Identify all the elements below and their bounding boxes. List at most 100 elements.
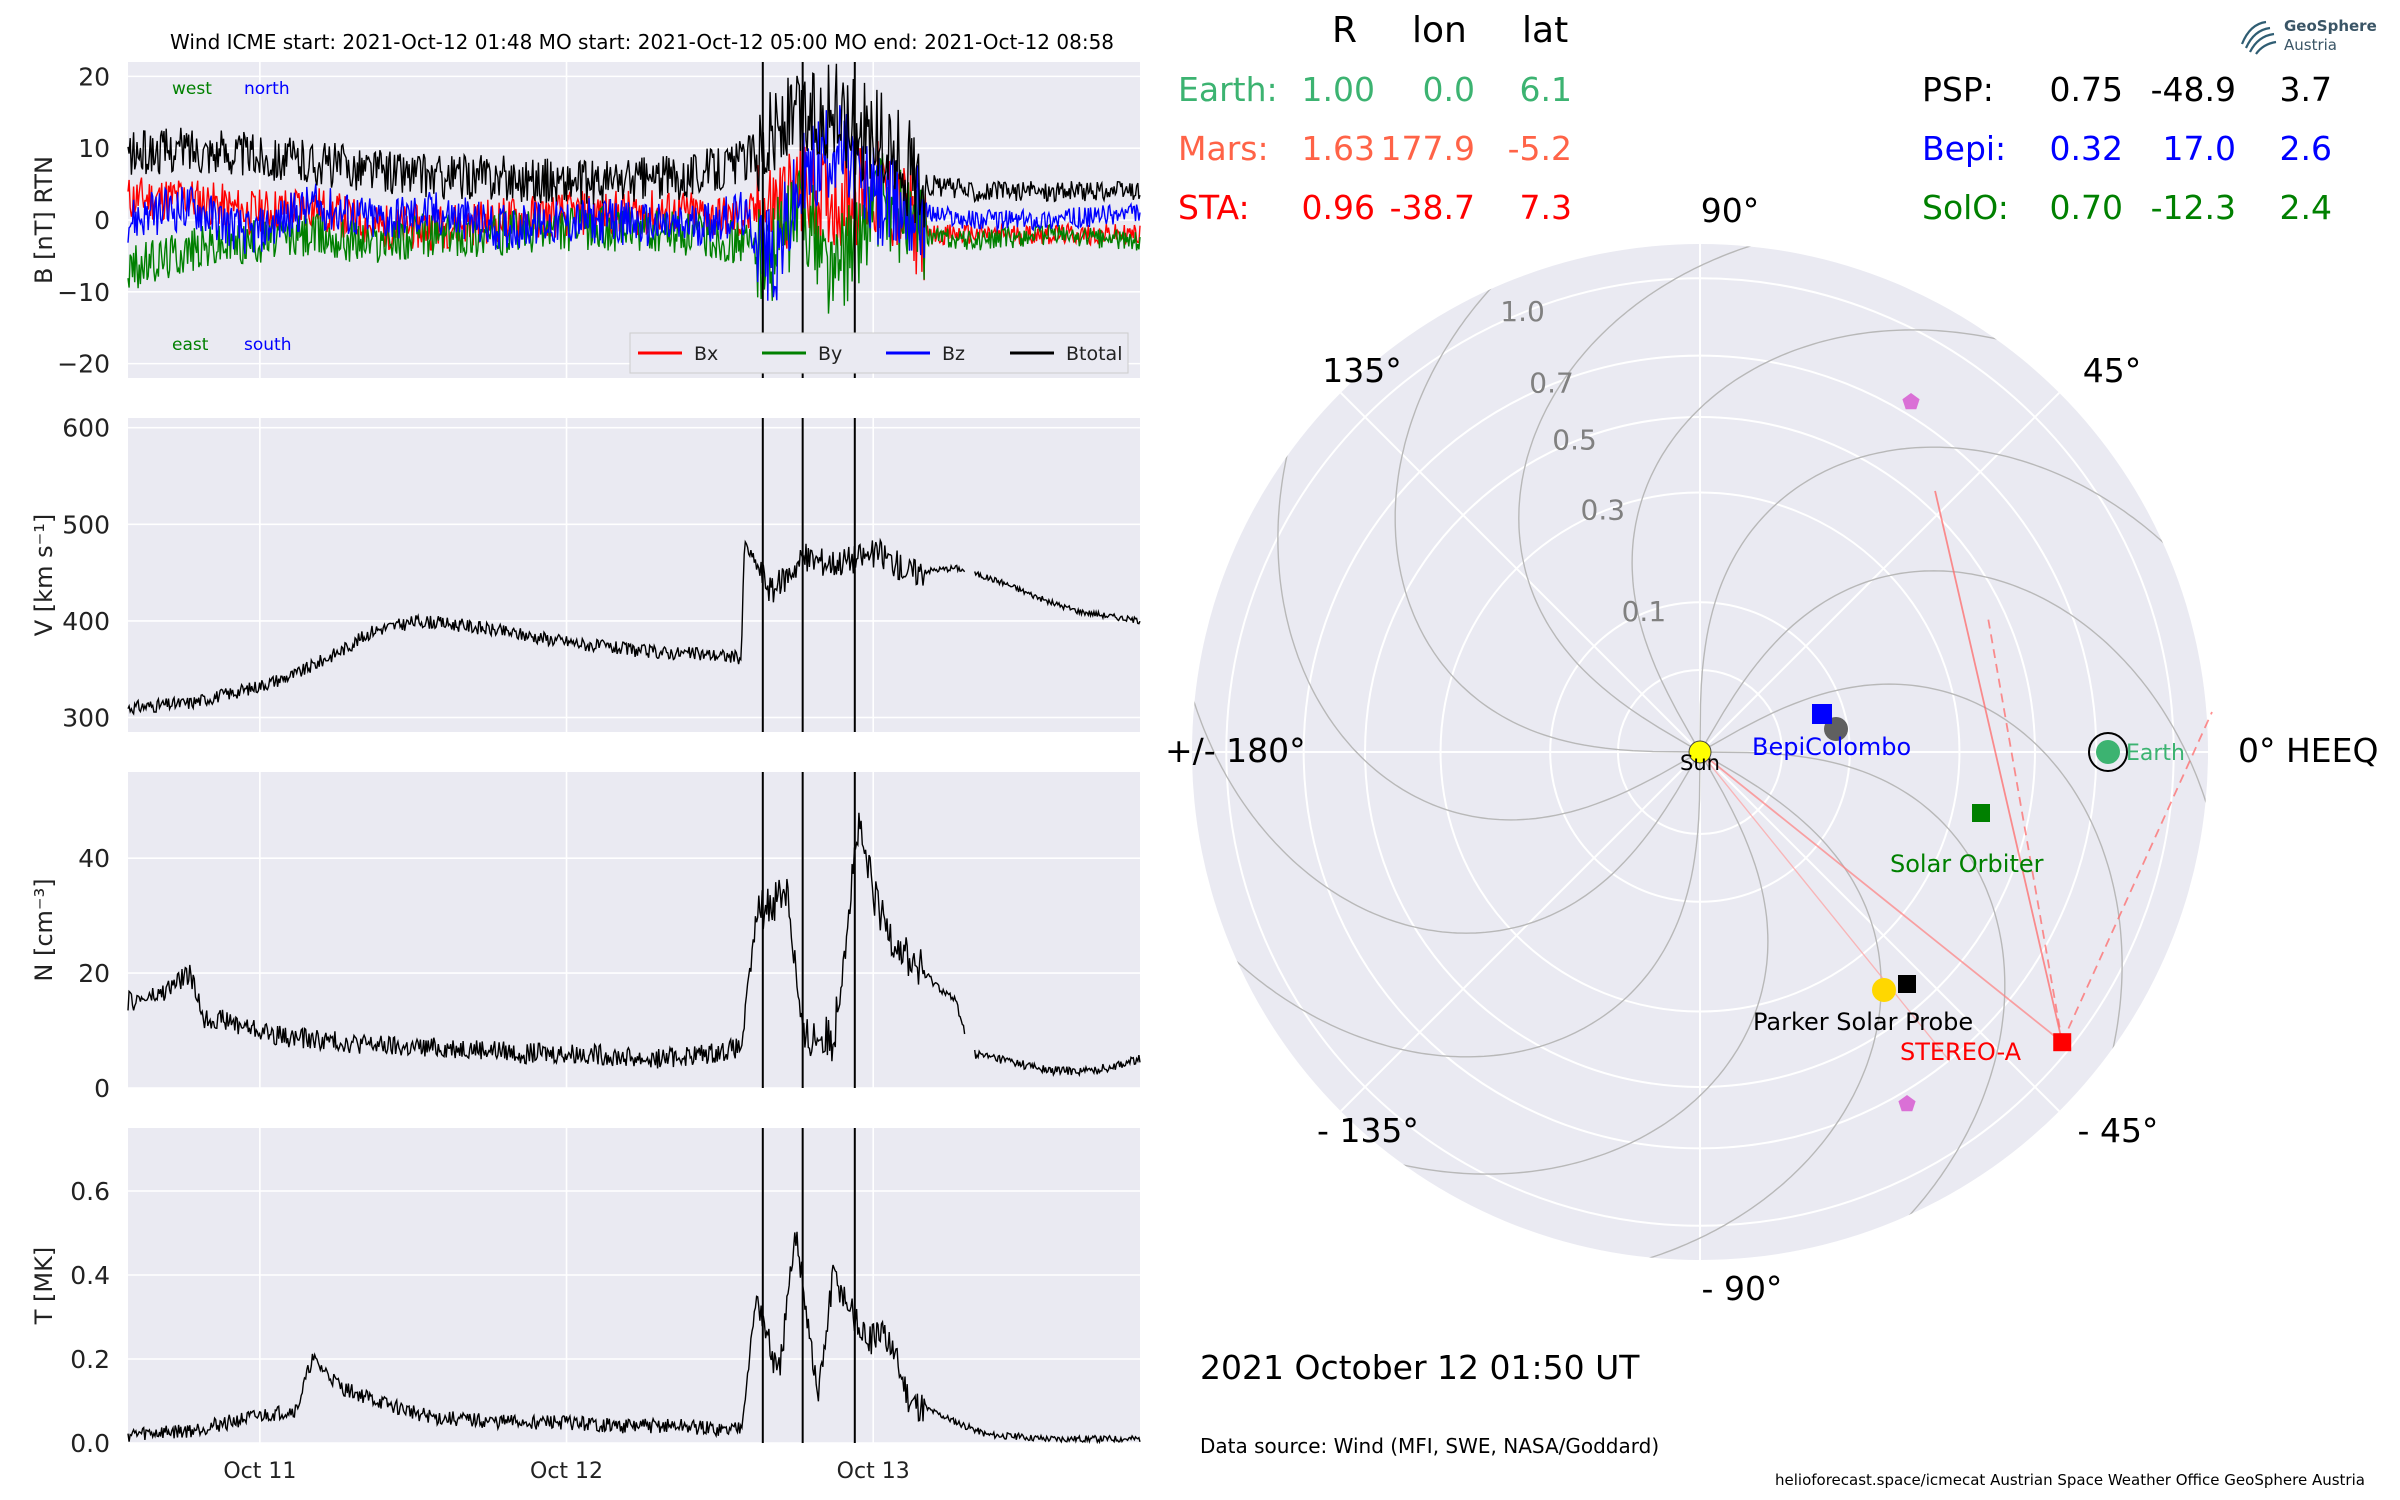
parker-spiral-line	[1699, 446, 2184, 753]
series-t-line	[127, 1231, 1141, 1445]
psp-sun-line	[1699, 751, 1951, 1062]
radial-tick-label: 0.1	[1622, 595, 1667, 628]
y-tick-label: 0.6	[70, 1177, 110, 1206]
magenta-pentagon-marker	[1902, 393, 1920, 410]
panel-temperature: 0.6 0.4 0.2 0.0 T [MK]	[30, 1128, 1141, 1458]
y-tick-label: 20	[78, 62, 110, 91]
y-tick-label: 20	[78, 959, 110, 988]
angle-label-a135: 135°	[1322, 351, 1402, 390]
radial-tick-label: 0.5	[1552, 423, 1597, 456]
stereo-a-fov-line	[2061, 711, 2213, 1043]
table-right_rows-lon: -12.3	[2150, 188, 2236, 227]
y-tick-label: −10	[57, 278, 110, 307]
table-right_rows-lat: 3.7	[2279, 70, 2332, 109]
table-left_rows-lat: -5.2	[1507, 129, 1572, 168]
series-btotal-line	[127, 63, 1141, 228]
angular-gridline	[1699, 392, 2060, 753]
angle-label-am45: - 45°	[2078, 1111, 2159, 1150]
plot-background	[128, 772, 1140, 1088]
earth-marker	[2096, 740, 2120, 764]
logo-line2: Austria	[2284, 36, 2337, 54]
y-tick-label: 0	[94, 206, 110, 235]
table-header-lon: lon	[1412, 10, 1467, 51]
table-left_rows-lon: -38.7	[1389, 188, 1475, 227]
y-tick-label: 40	[78, 844, 110, 873]
angular-gridline	[1340, 751, 1701, 1112]
table-left_rows-name: Earth:	[1178, 70, 1278, 109]
parker-spiral-line	[1699, 751, 2006, 1236]
annotation-west: west	[172, 79, 212, 99]
annotation-north: north	[244, 79, 290, 99]
parker-spiral-line	[1624, 751, 1882, 1260]
geosphere-logo	[2236, 14, 2280, 62]
angle-label-a0: 0° HEEQ	[2238, 731, 2378, 770]
x-tick-label: Oct 11	[223, 1459, 296, 1484]
legend-label: By	[818, 343, 842, 365]
parker-solar-probe-marker	[1898, 975, 1916, 993]
legend: Bx By Bz Btotal	[629, 332, 1129, 374]
parker-spiral-line	[1631, 329, 2023, 753]
plot-background	[128, 418, 1140, 732]
x-tick-label: Oct 13	[837, 1459, 910, 1484]
y-tick-label: 300	[62, 704, 110, 733]
solar-orbiter-marker	[1972, 804, 1990, 822]
venus-marker	[1872, 978, 1896, 1002]
legend-label: Bx	[694, 343, 718, 365]
stereo-a-fov-line	[1987, 617, 2064, 1043]
table-right_rows-lon: -48.9	[2150, 70, 2236, 109]
table-left_rows-R: 1.00	[1301, 70, 1375, 109]
table-left_rows-lat: 7.3	[1519, 188, 1572, 227]
y-tick-label: 500	[62, 510, 110, 539]
parker-spiral-line	[1377, 751, 1769, 1175]
angle-label-am135: - 135°	[1317, 1111, 1419, 1150]
stereo-a-fov-line	[1934, 490, 2064, 1043]
bepicolombo-marker	[1812, 704, 1832, 724]
table-right_rows-R: 0.32	[2049, 129, 2123, 168]
legend-label: Bz	[942, 343, 965, 365]
radial-tick-label: 0.7	[1529, 367, 1574, 400]
y-tick-label: 600	[62, 414, 110, 443]
y-tick-label: −20	[57, 350, 110, 379]
table-right_rows-lon: 17.0	[2162, 129, 2236, 168]
y-tick-label: 10	[78, 134, 110, 163]
geosphere-logo-icon	[2240, 20, 2277, 55]
legend-label: Btotal	[1066, 343, 1122, 365]
y-axis-label: B [nT] RTN	[30, 156, 58, 284]
table-header-lat: lat	[1522, 10, 1569, 51]
parker-spiral-line	[1277, 429, 1701, 821]
table-left_rows-name: Mars:	[1178, 129, 1269, 168]
table-right_rows-lat: 2.4	[2279, 188, 2332, 227]
table-left_rows-R: 1.63	[1301, 129, 1375, 168]
series-n-line	[127, 812, 1141, 1078]
series-v-line	[127, 537, 1141, 716]
y-tick-label: 0.0	[70, 1429, 110, 1458]
parker-spiral-line	[1192, 676, 1701, 934]
table-right_rows-name: PSP:	[1922, 70, 1994, 109]
angular-gridline	[1340, 392, 1701, 753]
table-right_rows-name: SolO:	[1922, 188, 2009, 227]
angle-label-a45: 45°	[2083, 351, 2142, 390]
table-right_rows-R: 0.70	[2049, 188, 2123, 227]
y-tick-label: 400	[62, 607, 110, 636]
table-right_rows-R: 0.75	[2049, 70, 2123, 109]
series-bz-line	[127, 105, 1141, 301]
y-axis-label: V [km s⁻¹]	[30, 514, 58, 636]
table-left_rows-R: 0.96	[1301, 188, 1375, 227]
magenta-pentagon-marker	[1898, 1095, 1916, 1112]
table-left_rows-lon: 177.9	[1380, 129, 1475, 168]
bepicolombo-label: BepiColombo	[1752, 733, 1911, 761]
chart-title: Wind ICME start: 2021-Oct-12 01:48 MO st…	[170, 30, 1115, 54]
panel-density: 40 20 0 N [cm⁻³]	[30, 772, 1141, 1103]
sun-marker	[1688, 740, 1712, 764]
table-header-r: R	[1332, 10, 1358, 51]
annotation-east: east	[172, 335, 209, 355]
earth-label: Earth	[2126, 741, 2185, 766]
data-source: Data source: Wind (MFI, SWE, NASA/Goddar…	[1200, 1434, 1660, 1458]
sun-label: Sun	[1680, 751, 1720, 775]
panel-magnetic-field: 20 10 0 −10 −20 B [nT] RTN west north east south B…	[30, 62, 1141, 379]
footer-credits: helioforecast.space/icmecat Austrian Spa…	[1775, 1471, 2365, 1489]
table-left_rows-lon: 0.0	[1422, 70, 1475, 109]
y-tick-label: 0.4	[70, 1261, 110, 1290]
polar-plot: 0.1 0.3 0.5 0.7 1.0 Sun Earth BepiColombo Solar …	[1192, 244, 2213, 1260]
